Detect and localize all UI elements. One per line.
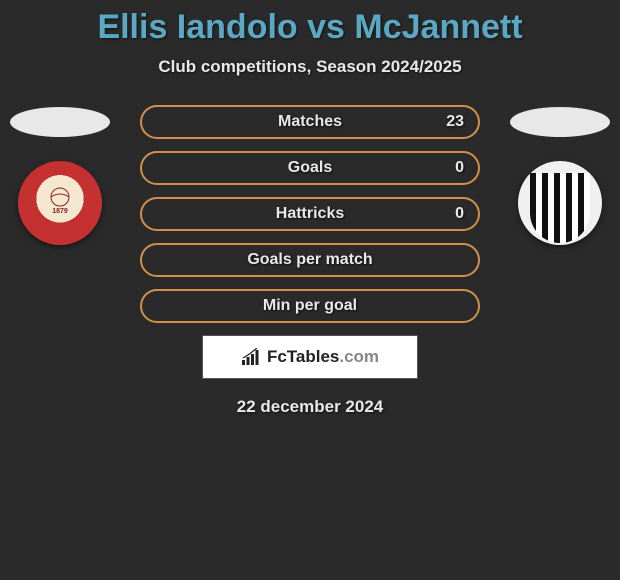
- bar-chart-icon: [241, 348, 263, 366]
- stat-value: 23: [446, 113, 464, 131]
- brand-text: FcTables.com: [267, 347, 379, 367]
- grimsby-crest-icon: [530, 173, 590, 243]
- stat-label: Min per goal: [263, 297, 357, 315]
- svg-text:1879: 1879: [52, 208, 68, 215]
- stat-label: Hattricks: [276, 205, 344, 223]
- stat-bar-hattricks: Hattricks 0: [140, 197, 480, 231]
- player-left-badge: [10, 107, 110, 137]
- player-right-badge: [510, 107, 610, 137]
- date-text: 22 december 2024: [0, 397, 620, 417]
- stat-bar-goals-per-match: Goals per match: [140, 243, 480, 277]
- club-badge-right: [518, 161, 602, 245]
- stat-bar-matches: Matches 23: [140, 105, 480, 139]
- stat-label: Goals per match: [247, 251, 372, 269]
- stat-bar-min-per-goal: Min per goal: [140, 289, 480, 323]
- stat-label: Goals: [288, 159, 332, 177]
- subtitle: Club competitions, Season 2024/2025: [0, 57, 620, 77]
- stat-value: 0: [455, 205, 464, 223]
- brand-logo[interactable]: FcTables.com: [202, 335, 418, 379]
- stat-value: 0: [455, 159, 464, 177]
- stat-bar-goals: Goals 0: [140, 151, 480, 185]
- swindon-crest-icon: 1879: [36, 183, 84, 223]
- club-badge-left: 1879: [18, 161, 102, 245]
- stat-label: Matches: [278, 113, 342, 131]
- stat-bars: Matches 23 Goals 0 Hattricks 0 Goals per…: [140, 105, 480, 323]
- comparison-content: 1879 Matches 23 Goals 0 Hattricks 0 Goal…: [0, 105, 620, 417]
- page-title: Ellis Iandolo vs McJannett: [0, 0, 620, 47]
